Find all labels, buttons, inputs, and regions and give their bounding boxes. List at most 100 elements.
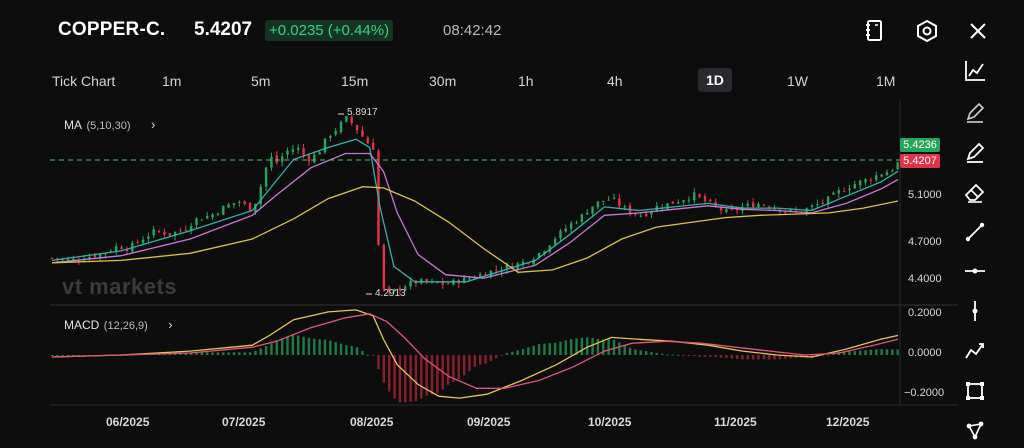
- polyline-icon[interactable]: [962, 338, 988, 364]
- symbol-name[interactable]: COPPER-C.: [58, 19, 166, 40]
- macd-histogram-bar: [211, 352, 214, 355]
- candle-body: [98, 253, 102, 258]
- candle-body: [821, 202, 824, 204]
- macd-params: (12,26,9): [103, 320, 148, 332]
- macd-histogram-bar: [420, 355, 423, 399]
- macd-histogram-bar: [334, 342, 337, 355]
- ma-indicator-label[interactable]: MA (5,10,30) ›: [64, 116, 155, 134]
- candle-body: [468, 278, 471, 280]
- horizontal-line-icon[interactable]: [962, 258, 988, 284]
- macd-histogram-bar: [559, 341, 562, 355]
- candle-body: [211, 214, 214, 218]
- macd-axis-tick: 0.2000: [908, 307, 942, 319]
- tab-tick-chart[interactable]: Tick Chart: [52, 73, 116, 89]
- tab-1m[interactable]: 1m: [162, 73, 182, 89]
- macd-histogram-bar: [741, 355, 744, 360]
- candle-body: [227, 204, 230, 208]
- chevron-right-icon[interactable]: ›: [168, 317, 173, 332]
- candle-body: [152, 229, 155, 236]
- rectangle-icon[interactable]: [962, 378, 988, 404]
- macd-indicator-label[interactable]: MACD (12,26,9) ›: [64, 316, 173, 334]
- candle-body: [607, 199, 610, 201]
- tab-5m[interactable]: 5m: [251, 73, 271, 89]
- candle-body: [612, 197, 616, 199]
- price-axis-tick: 4.7000: [908, 236, 942, 248]
- macd-histogram-bar: [77, 355, 80, 356]
- candle-body: [393, 289, 396, 292]
- candle-body: [345, 116, 348, 122]
- candle-body: [104, 253, 107, 255]
- candle-body: [644, 213, 648, 217]
- macd-histogram-bar: [516, 350, 519, 355]
- settings-hexagon-icon[interactable]: [914, 18, 940, 44]
- vertical-line-icon[interactable]: [962, 298, 988, 324]
- tab-1h[interactable]: 1h: [518, 73, 534, 89]
- tab-4h[interactable]: 4h: [607, 73, 623, 89]
- candle-body: [425, 279, 428, 283]
- macd-histogram-bar: [243, 352, 246, 355]
- candle-body: [157, 231, 161, 233]
- tab-15m[interactable]: 15m: [341, 73, 369, 89]
- macd-histogram-bar: [553, 342, 557, 355]
- candle-body: [286, 150, 289, 155]
- candle-body: [650, 211, 653, 215]
- candle-body: [371, 142, 375, 150]
- macd-line: [51, 309, 899, 399]
- macd-histogram-bar: [452, 355, 455, 382]
- macd-histogram-bar: [773, 355, 776, 360]
- candle-body: [618, 198, 621, 207]
- tab-1d[interactable]: 1D: [698, 68, 732, 92]
- candle-body: [575, 222, 578, 224]
- candle-body: [200, 219, 204, 221]
- candle-body: [596, 201, 600, 208]
- macd-histogram-bar: [687, 355, 691, 356]
- pen-icon[interactable]: [962, 99, 988, 125]
- macd-histogram-bar: [238, 352, 241, 355]
- x-axis-label: 07/2025: [222, 415, 266, 429]
- candle-body: [762, 204, 766, 206]
- ma30-line: [51, 186, 899, 273]
- macd-histogram-bar: [232, 352, 236, 355]
- macd-histogram-bar: [602, 339, 605, 355]
- candle-body: [462, 277, 466, 284]
- macd-histogram-bar: [361, 350, 364, 355]
- candle-body: [195, 218, 198, 225]
- line-chart-icon[interactable]: [962, 58, 988, 84]
- chevron-right-icon[interactable]: ›: [150, 117, 156, 132]
- candle-body: [66, 259, 70, 261]
- candle-body: [115, 246, 118, 252]
- candle-body: [307, 155, 311, 162]
- close-icon[interactable]: [965, 18, 991, 44]
- macd-histogram-bar: [468, 355, 471, 372]
- macd-histogram-bar: [564, 340, 568, 355]
- macd-histogram-bar: [206, 352, 209, 355]
- tab-30m[interactable]: 30m: [429, 73, 457, 89]
- tab-1w[interactable]: 1W: [787, 73, 808, 89]
- macd-histogram-bar: [639, 350, 642, 355]
- candle-body: [548, 245, 551, 252]
- macd-histogram-bar: [355, 347, 359, 355]
- candle-body: [56, 258, 59, 260]
- macd-histogram-bar: [725, 355, 728, 359]
- macd-histogram-bar: [848, 351, 851, 355]
- node-icon[interactable]: [962, 417, 988, 443]
- pen-active-icon[interactable]: [962, 139, 988, 165]
- trend-line-icon[interactable]: [962, 219, 988, 245]
- macd-axis-tick: −0.2000: [904, 387, 945, 399]
- macd-histogram-bar: [891, 349, 894, 355]
- contract-spec-icon[interactable]: [862, 18, 888, 44]
- candle-body: [387, 287, 391, 291]
- macd-histogram-bar: [430, 355, 434, 395]
- candle-body: [302, 148, 305, 155]
- macd-histogram-bar: [521, 349, 525, 355]
- candle-body: [179, 230, 182, 232]
- signal-line: [51, 313, 899, 389]
- macd-histogram-bar: [270, 343, 273, 355]
- candle-body: [719, 207, 723, 211]
- macd-histogram-bar: [436, 355, 439, 394]
- x-axis-label: 08/2025: [350, 415, 394, 429]
- eraser-icon[interactable]: [962, 179, 988, 205]
- tab-1m-month[interactable]: 1M: [876, 73, 896, 89]
- macd-histogram-bar: [586, 337, 589, 355]
